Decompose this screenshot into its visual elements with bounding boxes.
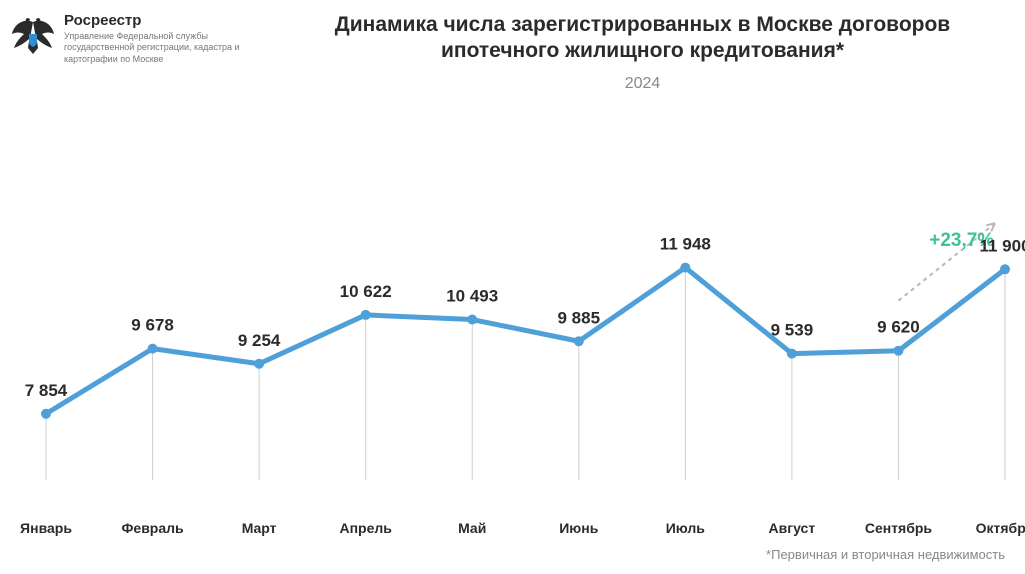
header: Росреестр Управление Федеральной службы … <box>10 12 1015 93</box>
value-label: 10 622 <box>340 282 392 301</box>
x-axis-label: Октябрь <box>976 520 1025 536</box>
value-label: 7 854 <box>25 381 68 400</box>
data-point <box>361 310 371 320</box>
x-axis-label: Февраль <box>121 520 183 536</box>
chart-plot-area: +23,7%7 8549 6789 25410 62210 4939 88511… <box>0 120 1025 514</box>
series-line <box>46 268 1005 414</box>
logo-text-block: Росреестр Управление Федеральной службы … <box>64 12 254 65</box>
x-axis-label: Апрель <box>339 520 391 536</box>
data-point <box>467 315 477 325</box>
x-axis-label: Май <box>458 520 486 536</box>
x-axis-label: Август <box>769 520 816 536</box>
x-axis-labels: Январь Февраль Март Апрель Май Июнь Июль Август… <box>0 520 1025 540</box>
data-point <box>1000 264 1010 274</box>
data-point <box>787 349 797 359</box>
x-axis-label: Март <box>242 520 277 536</box>
chart-footnote: *Первичная и вторичная недвижимость <box>766 547 1005 562</box>
line-chart-svg: +23,7%7 8549 6789 25410 62210 4939 88511… <box>0 120 1025 514</box>
eagle-emblem-icon <box>10 12 56 58</box>
data-point <box>893 346 903 356</box>
org-logo-block: Росреестр Управление Федеральной службы … <box>10 12 270 65</box>
title-block: Динамика числа зарегистрированных в Моск… <box>270 12 1015 93</box>
org-subtitle: Управление Федеральной службы государств… <box>64 31 254 65</box>
data-point <box>254 359 264 369</box>
chart-title: Динамика числа зарегистрированных в Моск… <box>280 12 1005 65</box>
value-label: 9 885 <box>558 308 601 327</box>
data-point <box>148 344 158 354</box>
x-axis-label: Июнь <box>559 520 598 536</box>
x-axis-label: Июль <box>666 520 705 536</box>
data-point <box>574 336 584 346</box>
value-label: 9 254 <box>238 331 281 350</box>
x-axis-label: Сентябрь <box>865 520 932 536</box>
value-label: 9 539 <box>771 321 814 340</box>
chart-container: { "logo": { "title": "Росреестр", "subti… <box>0 0 1025 574</box>
x-axis-label: Январь <box>20 520 72 536</box>
value-label: 11 948 <box>660 235 711 254</box>
org-name: Росреестр <box>64 12 254 29</box>
value-label: 9 678 <box>131 316 174 335</box>
value-label: 9 620 <box>877 318 920 337</box>
data-point <box>680 263 690 273</box>
value-label: 11 900 <box>979 236 1025 255</box>
data-point <box>41 409 51 419</box>
chart-subtitle: 2024 <box>280 75 1005 93</box>
value-label: 10 493 <box>446 287 498 306</box>
